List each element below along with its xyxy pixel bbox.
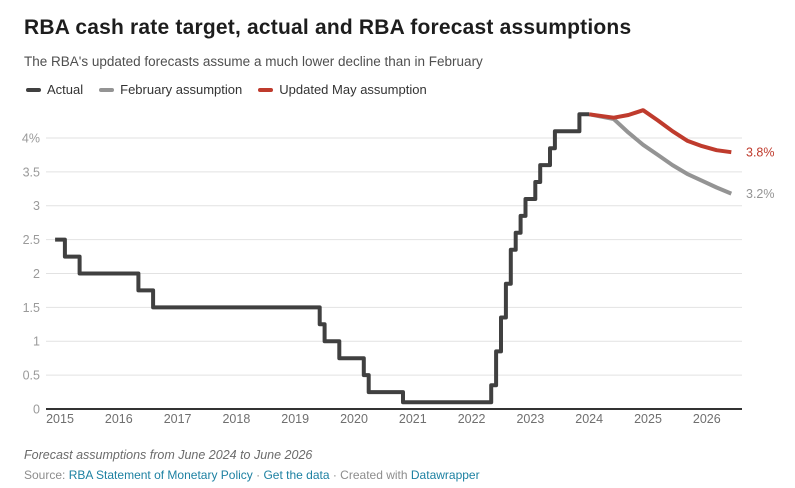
source-text: Source: xyxy=(24,468,69,482)
y-tick-label: 3 xyxy=(33,199,40,213)
x-tick-label: 2022 xyxy=(458,412,486,426)
source-link[interactable]: Datawrapper xyxy=(410,468,480,482)
page-title: RBA cash rate target, actual and RBA for… xyxy=(24,16,632,39)
x-tick-label: 2026 xyxy=(693,412,721,426)
x-tick-label: 2023 xyxy=(516,412,544,426)
y-tick-label: 4% xyxy=(22,131,40,145)
legend-swatch-actual xyxy=(26,87,41,92)
source-text: · xyxy=(252,468,264,482)
legend: Actual February assumption Updated May a… xyxy=(26,82,427,97)
legend-item-february: February assumption xyxy=(99,82,242,97)
series-line-february-assumption xyxy=(588,112,733,196)
chart-subtitle: The RBA's updated forecasts assume a muc… xyxy=(24,54,483,69)
y-tick-label: 1 xyxy=(33,335,40,349)
x-tick-label: 2018 xyxy=(222,412,250,426)
x-tick-label: 2025 xyxy=(634,412,662,426)
source-link[interactable]: Get the data xyxy=(263,468,330,482)
x-tick-label: 2016 xyxy=(105,412,133,426)
x-tick-label: 2024 xyxy=(575,412,603,426)
legend-item-may: Updated May assumption xyxy=(258,82,427,97)
series-end-label: 3.2% xyxy=(746,187,775,201)
y-tick-label: 0.5 xyxy=(23,369,40,383)
source-line: Source: RBA Statement of Monetary Policy… xyxy=(24,468,480,482)
legend-swatch-february xyxy=(99,87,115,92)
x-tick-label: 2017 xyxy=(164,412,192,426)
y-tick-label: 3.5 xyxy=(23,165,40,179)
series-line-updated-may-assumption xyxy=(588,108,732,155)
legend-item-actual: Actual xyxy=(26,82,83,97)
y-tick-label: 2 xyxy=(33,267,40,281)
source-link[interactable]: RBA Statement of Monetary Policy xyxy=(68,468,253,482)
legend-label-actual: Actual xyxy=(47,82,84,97)
legend-label-may: Updated May assumption xyxy=(279,82,427,97)
source-text: · Created with xyxy=(329,468,411,482)
x-tick-label: 2015 xyxy=(46,412,74,426)
y-tick-label: 1.5 xyxy=(23,301,40,315)
legend-swatch-may xyxy=(258,87,274,92)
series-end-label: 3.8% xyxy=(746,146,775,160)
legend-label-february: February assumption xyxy=(120,82,243,97)
line-chart: 0 0.5 1 1.5 2 2.5 3 3.5 4% 2015 2016 2017 2018 2019 20… xyxy=(22,108,775,426)
y-tick-label: 2.5 xyxy=(23,233,40,247)
x-tick-label: 2020 xyxy=(340,412,368,426)
chart-footnote: Forecast assumptions from June 2024 to J… xyxy=(24,448,313,462)
y-tick-label: 0 xyxy=(33,402,40,416)
series-line-actual xyxy=(55,112,590,405)
x-tick-label: 2019 xyxy=(281,412,309,426)
x-tick-label: 2021 xyxy=(399,412,427,426)
